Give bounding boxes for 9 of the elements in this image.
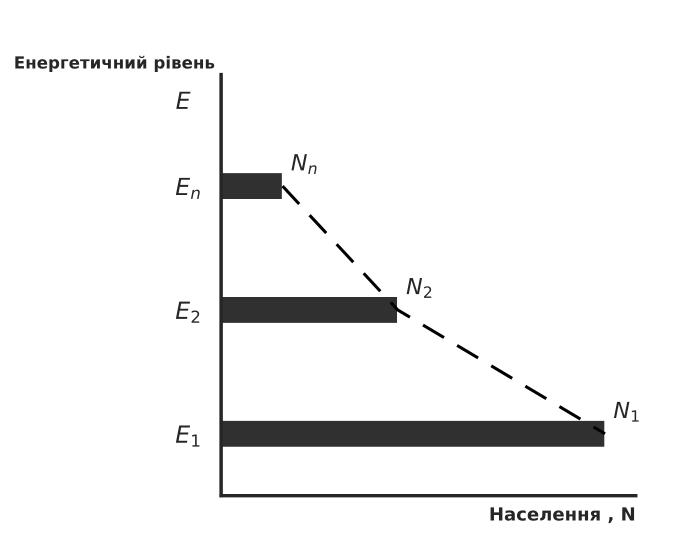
annotation: N$_{2}$ [406,278,432,298]
text: E [176,92,191,109]
y-axis-title: Енергетичний рівень [15,56,214,72]
x-axis-title: Населення , N [490,507,634,524]
y-tick-label: E$_{1}$ [176,426,200,447]
annotation: N$_{1}$ [614,402,639,422]
y-tick-label: E$_{2}$ [176,302,200,323]
annotation: N$_{n}$ [291,154,317,174]
y-tick-label: E$_{n}$ [176,178,200,199]
